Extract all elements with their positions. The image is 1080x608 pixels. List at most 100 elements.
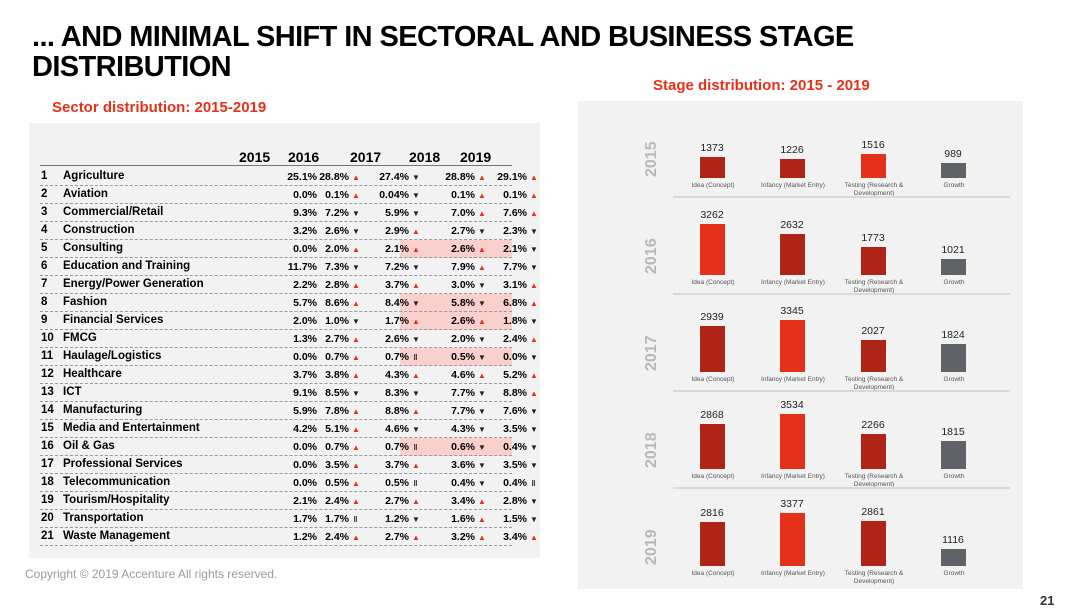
cell-value: 2.7% (385, 531, 409, 543)
stage-bar (861, 433, 886, 469)
cell-value: 2.4% (325, 531, 349, 543)
cell-2015: 2.1% (257, 495, 317, 507)
sector-name: Tourism/Hospitality (63, 494, 170, 506)
stage-category-label: Testing (Research & Development) (844, 376, 904, 391)
trend-up-icon: ▲ (530, 299, 538, 308)
cell-2018: 3.2% ▲ (421, 531, 486, 543)
stage-bar-value: 1373 (700, 141, 724, 154)
sector-name: Professional Services (63, 458, 183, 470)
cell-value: 7.7% (503, 261, 527, 273)
trend-down-icon: ▼ (412, 209, 420, 218)
table-row: 10 FMCG 1.3% 2.7% ▲ 2.6% ▼ 2.0% ▼ 2.4% ▲ (40, 330, 538, 348)
cell-value: 29.1% (497, 171, 527, 183)
cell-2017: 8.8% ▲ (359, 405, 420, 417)
cell-2019: 8.8% ▲ (473, 387, 538, 399)
cell-2019: 2.8% ▼ (473, 495, 538, 507)
sector-name: Construction (63, 224, 135, 236)
stage-category-label: Idea (Concept) (691, 570, 735, 577)
cell-value: 4.6% (385, 423, 409, 435)
cell-2019: 7.6% ▼ (473, 405, 538, 417)
cell-value: 2.8% (503, 495, 527, 507)
sector-number: 13 (41, 386, 54, 398)
trend-up-icon: ▲ (530, 281, 538, 290)
stage-category-label: Testing (Research & Development) (844, 473, 904, 488)
trend-up-icon: ▲ (352, 191, 360, 200)
cell-2016: 2.6% ▼ (299, 225, 360, 237)
stage-category-label: Infancy (Market Entry) (761, 570, 825, 577)
table-row: 15 Media and Entertainment 4.2% 5.1% ▲ 4.6% ▼ 4… (40, 420, 538, 438)
cell-value: 11.7% (287, 261, 317, 273)
cell-value: 5.1% (325, 423, 349, 435)
cell-2018: 28.8% ▲ (421, 171, 486, 183)
cell-2016: 2.0% ▲ (299, 243, 360, 255)
cell-2017: 4.3% ▲ (359, 369, 420, 381)
sector-number: 8 (41, 296, 48, 308)
stage-bar (861, 340, 886, 372)
cell-2016: 2.4% ▲ (299, 495, 360, 507)
row-divider (40, 437, 512, 438)
cell-value: 3.8% (325, 369, 349, 381)
row-divider (40, 545, 512, 546)
trend-up-icon: ▲ (530, 335, 538, 344)
cell-value: 0.7% (385, 441, 409, 453)
trend-down-icon: ▼ (478, 479, 486, 488)
cell-value: 2.1% (293, 495, 317, 507)
cell-value: 8.5% (325, 387, 349, 399)
cell-2017: 5.9% ▼ (359, 207, 420, 219)
cell-value: 2.2% (293, 279, 317, 291)
trend-down-icon: ▼ (352, 389, 360, 398)
cell-2018: 7.0% ▲ (421, 207, 486, 219)
cell-value: 0.7% (385, 351, 409, 363)
cell-value: 5.8% (451, 297, 475, 309)
trend-up-icon: ▲ (412, 317, 420, 326)
cell-2015: 9.3% (257, 207, 317, 219)
cell-value: 2.4% (325, 495, 349, 507)
stage-year-label: 2015 (643, 141, 660, 177)
year-header-2015: 2015 (239, 149, 271, 165)
row-divider (40, 185, 512, 186)
cell-value: 2.7% (451, 225, 475, 237)
cell-value: 27.4% (379, 171, 409, 183)
cell-2016: 7.2% ▼ (299, 207, 360, 219)
stage-bar (861, 247, 886, 275)
year-header-2019: 2019 (460, 149, 492, 165)
stage-bar-value: 3534 (780, 399, 804, 411)
sector-number: 15 (41, 422, 54, 434)
stage-subtitle: Stage distribution: 2015 - 2019 (653, 77, 870, 94)
trend-up-icon: ▲ (352, 479, 360, 488)
cell-value: 8.4% (385, 297, 409, 309)
row-divider (40, 239, 512, 240)
stage-bar (780, 319, 805, 372)
trend-down-icon: ▼ (478, 227, 486, 236)
trend-up-icon: ▲ (478, 191, 486, 200)
stage-bar-value: 2266 (861, 418, 885, 431)
stage-bar-value: 1824 (941, 328, 965, 341)
sector-name: Waste Management (63, 530, 170, 542)
stage-bar (780, 414, 805, 469)
trend-up-icon: ▲ (412, 407, 420, 416)
cell-value: 0.4% (503, 477, 527, 489)
stage-bar-value: 2868 (700, 409, 724, 422)
trend-down-icon: ▼ (352, 263, 360, 272)
row-divider (40, 509, 512, 510)
cell-value: 2.1% (385, 243, 409, 255)
sector-number: 5 (41, 242, 48, 254)
row-divider (40, 473, 512, 474)
cell-2015: 1.7% (257, 513, 317, 525)
cell-value: 3.7% (385, 459, 409, 471)
cell-value: 1.0% (325, 315, 349, 327)
cell-2019: 0.1% ▲ (473, 189, 538, 201)
stage-bar-value: 1815 (941, 425, 965, 438)
cell-2018: 7.7% ▼ (421, 387, 486, 399)
stage-bar (700, 522, 725, 566)
cell-value: 25.1% (287, 171, 317, 183)
cell-value: 7.3% (325, 261, 349, 273)
cell-value: 3.1% (503, 279, 527, 291)
table-row: 18 Telecommunication 0.0% 0.5% ▲ 0.5% ‖ 0.4% ▼ 0.… (40, 474, 535, 492)
trend-down-icon: ▼ (352, 317, 360, 326)
cell-value: 2.0% (325, 243, 349, 255)
sector-name: Telecommunication (63, 476, 171, 488)
cell-2018: 7.9% ▲ (421, 261, 486, 273)
cell-value: 3.4% (503, 531, 527, 543)
cell-value: 0.7% (325, 441, 349, 453)
